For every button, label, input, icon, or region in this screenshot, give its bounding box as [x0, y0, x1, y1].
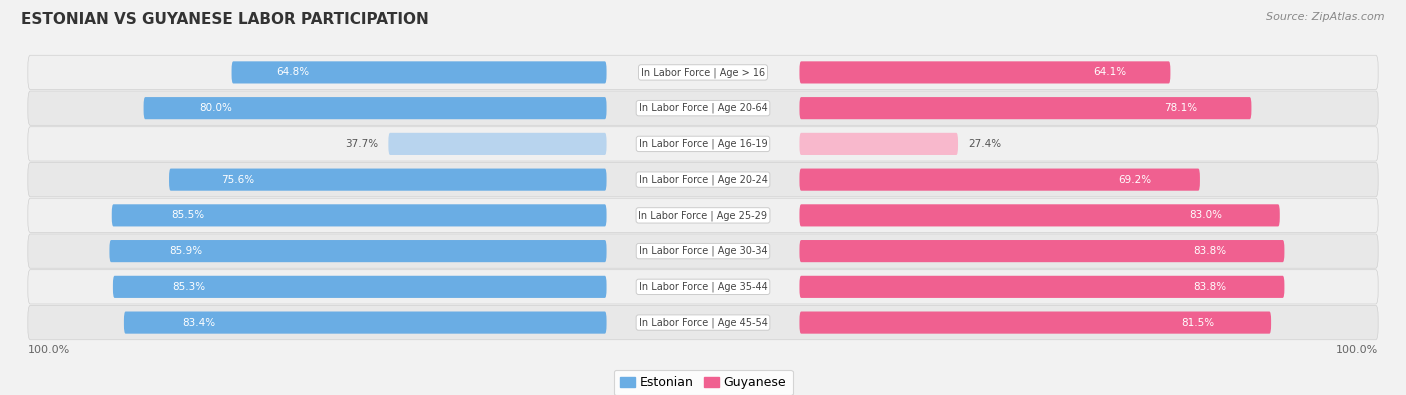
Text: In Labor Force | Age 45-54: In Labor Force | Age 45-54 — [638, 317, 768, 328]
Text: 69.2%: 69.2% — [1119, 175, 1152, 184]
Text: In Labor Force | Age 20-64: In Labor Force | Age 20-64 — [638, 103, 768, 113]
FancyBboxPatch shape — [28, 234, 1378, 268]
Text: 75.6%: 75.6% — [222, 175, 254, 184]
FancyBboxPatch shape — [388, 133, 606, 155]
Text: Source: ZipAtlas.com: Source: ZipAtlas.com — [1267, 12, 1385, 22]
FancyBboxPatch shape — [169, 169, 606, 191]
FancyBboxPatch shape — [111, 204, 606, 226]
FancyBboxPatch shape — [28, 55, 1378, 90]
Text: 100.0%: 100.0% — [1336, 345, 1378, 355]
FancyBboxPatch shape — [800, 133, 957, 155]
FancyBboxPatch shape — [800, 61, 1170, 83]
FancyBboxPatch shape — [28, 270, 1378, 304]
Text: 83.0%: 83.0% — [1189, 211, 1222, 220]
Text: In Labor Force | Age 25-29: In Labor Force | Age 25-29 — [638, 210, 768, 221]
Text: 78.1%: 78.1% — [1164, 103, 1197, 113]
Text: ESTONIAN VS GUYANESE LABOR PARTICIPATION: ESTONIAN VS GUYANESE LABOR PARTICIPATION — [21, 12, 429, 27]
FancyBboxPatch shape — [28, 91, 1378, 125]
Text: In Labor Force | Age 30-34: In Labor Force | Age 30-34 — [638, 246, 768, 256]
FancyBboxPatch shape — [800, 97, 1251, 119]
Text: 100.0%: 100.0% — [28, 345, 70, 355]
Text: 64.8%: 64.8% — [277, 68, 309, 77]
Text: 80.0%: 80.0% — [200, 103, 232, 113]
FancyBboxPatch shape — [28, 305, 1378, 340]
Text: In Labor Force | Age 35-44: In Labor Force | Age 35-44 — [638, 282, 768, 292]
FancyBboxPatch shape — [110, 240, 606, 262]
Text: In Labor Force | Age > 16: In Labor Force | Age > 16 — [641, 67, 765, 78]
Text: 85.9%: 85.9% — [169, 246, 202, 256]
Text: 64.1%: 64.1% — [1092, 68, 1126, 77]
Text: In Labor Force | Age 20-24: In Labor Force | Age 20-24 — [638, 174, 768, 185]
FancyBboxPatch shape — [143, 97, 606, 119]
Text: In Labor Force | Age 16-19: In Labor Force | Age 16-19 — [638, 139, 768, 149]
FancyBboxPatch shape — [28, 198, 1378, 233]
FancyBboxPatch shape — [124, 312, 606, 334]
Text: 83.4%: 83.4% — [181, 318, 215, 327]
Text: 85.3%: 85.3% — [172, 282, 205, 292]
Text: 85.5%: 85.5% — [172, 211, 204, 220]
Text: 83.8%: 83.8% — [1194, 282, 1226, 292]
FancyBboxPatch shape — [28, 127, 1378, 161]
FancyBboxPatch shape — [232, 61, 606, 83]
Text: 37.7%: 37.7% — [344, 139, 378, 149]
FancyBboxPatch shape — [800, 312, 1271, 334]
FancyBboxPatch shape — [800, 240, 1285, 262]
Text: 27.4%: 27.4% — [969, 139, 1001, 149]
FancyBboxPatch shape — [800, 276, 1285, 298]
FancyBboxPatch shape — [28, 162, 1378, 197]
Text: 83.8%: 83.8% — [1194, 246, 1226, 256]
FancyBboxPatch shape — [800, 169, 1199, 191]
Text: 81.5%: 81.5% — [1181, 318, 1215, 327]
FancyBboxPatch shape — [112, 276, 606, 298]
FancyBboxPatch shape — [800, 204, 1279, 226]
Legend: Estonian, Guyanese: Estonian, Guyanese — [613, 370, 793, 395]
